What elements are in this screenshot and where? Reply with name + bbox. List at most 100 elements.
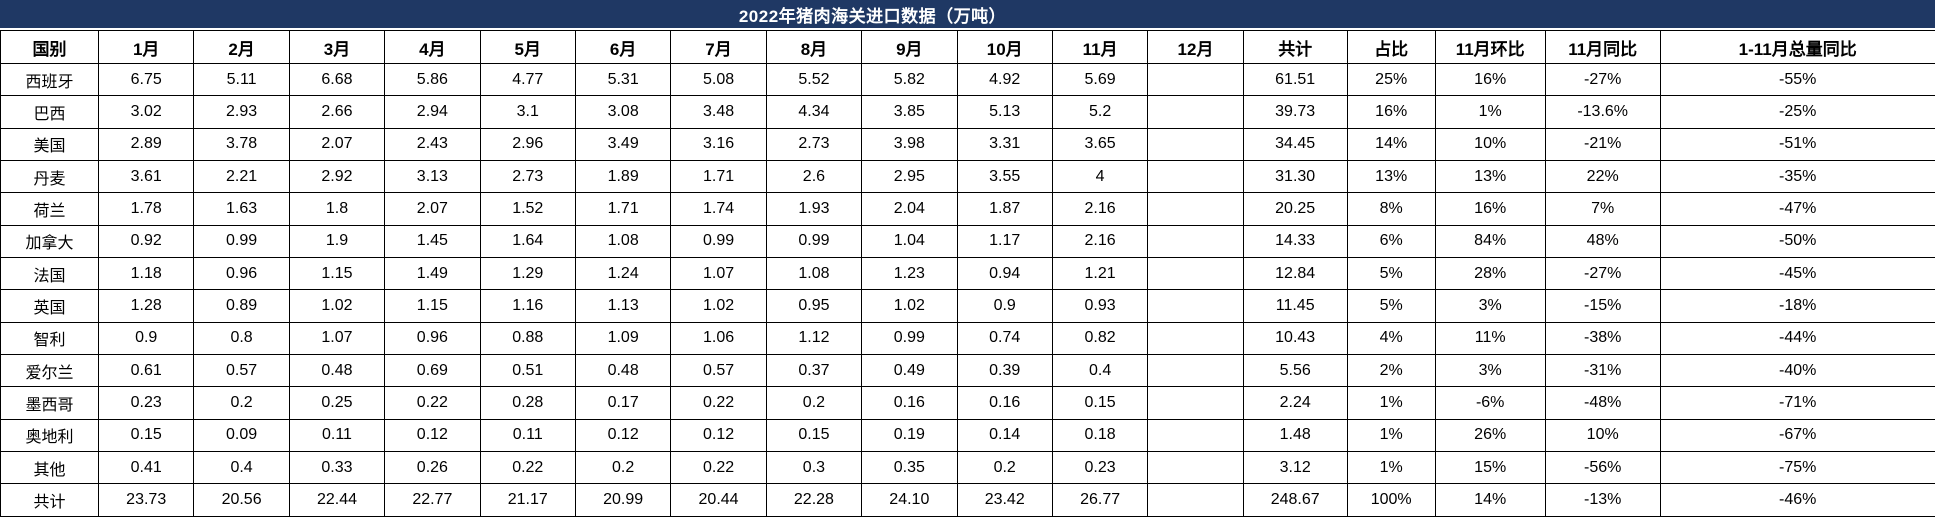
data-cell[interactable]: -25% bbox=[1659, 95, 1935, 129]
data-cell[interactable]: 0.19 bbox=[861, 418, 958, 453]
data-cell[interactable]: 3.13 bbox=[384, 160, 481, 194]
data-cell[interactable]: 2.66 bbox=[288, 95, 386, 129]
data-cell[interactable]: -31% bbox=[1544, 354, 1661, 388]
data-cell[interactable]: 1.93 bbox=[765, 192, 863, 226]
data-cell[interactable]: 1.49 bbox=[384, 257, 481, 291]
data-cell[interactable]: 23.73 bbox=[97, 483, 195, 517]
data-cell[interactable]: -67% bbox=[1659, 418, 1935, 453]
data-cell[interactable]: 0.61 bbox=[97, 354, 195, 388]
column-header[interactable]: 7月 bbox=[670, 30, 767, 64]
data-cell[interactable]: 1.23 bbox=[861, 257, 958, 291]
data-cell[interactable]: 1.63 bbox=[193, 192, 290, 226]
data-cell[interactable]: 0.95 bbox=[765, 289, 863, 323]
data-cell[interactable]: 2.24 bbox=[1242, 386, 1348, 420]
data-cell[interactable]: 5.69 bbox=[1051, 62, 1149, 97]
data-cell[interactable]: 2.16 bbox=[1051, 192, 1149, 226]
data-cell[interactable]: 1.09 bbox=[574, 321, 672, 356]
data-cell[interactable]: 3.16 bbox=[670, 127, 767, 162]
row-label[interactable]: 智利 bbox=[0, 321, 99, 356]
data-cell[interactable]: 4.77 bbox=[479, 62, 576, 97]
data-cell[interactable]: 0.4 bbox=[193, 451, 290, 485]
data-cell[interactable]: 1.21 bbox=[1051, 257, 1149, 291]
data-cell[interactable]: 4.92 bbox=[956, 62, 1053, 97]
data-cell[interactable]: 0.48 bbox=[288, 354, 386, 388]
data-cell[interactable]: 1.02 bbox=[670, 289, 767, 323]
data-cell[interactable]: 1.16 bbox=[479, 289, 576, 323]
data-cell[interactable]: 2.07 bbox=[384, 192, 481, 226]
data-cell[interactable]: 25% bbox=[1346, 62, 1436, 97]
row-label[interactable]: 美国 bbox=[0, 127, 99, 162]
row-label[interactable]: 加拿大 bbox=[0, 224, 99, 259]
data-cell[interactable]: 1.15 bbox=[288, 257, 386, 291]
column-header[interactable]: 3月 bbox=[288, 30, 386, 64]
data-cell[interactable]: 2.6 bbox=[765, 160, 863, 194]
data-cell[interactable]: 13% bbox=[1434, 160, 1546, 194]
data-cell[interactable]: 0.3 bbox=[765, 451, 863, 485]
data-cell[interactable]: 4.34 bbox=[765, 95, 863, 129]
data-cell[interactable]: 14% bbox=[1434, 483, 1546, 517]
data-cell[interactable]: -27% bbox=[1544, 257, 1661, 291]
data-cell[interactable]: 3.1 bbox=[479, 95, 576, 129]
column-header[interactable]: 4月 bbox=[384, 30, 481, 64]
data-cell[interactable]: 2.04 bbox=[861, 192, 958, 226]
data-cell[interactable]: -15% bbox=[1544, 289, 1661, 323]
data-cell[interactable]: -45% bbox=[1659, 257, 1935, 291]
data-cell[interactable]: 0.17 bbox=[574, 386, 672, 420]
data-cell[interactable]: 2.89 bbox=[97, 127, 195, 162]
data-cell[interactable]: 61.51 bbox=[1242, 62, 1348, 97]
data-cell[interactable]: 0.35 bbox=[861, 451, 958, 485]
data-cell[interactable]: 26% bbox=[1434, 418, 1546, 453]
data-cell[interactable]: 1.45 bbox=[384, 224, 481, 259]
data-cell[interactable]: 20.44 bbox=[670, 483, 767, 517]
data-cell[interactable]: -50% bbox=[1659, 224, 1935, 259]
row-label[interactable]: 法国 bbox=[0, 257, 99, 291]
data-cell[interactable]: 20.99 bbox=[574, 483, 672, 517]
column-header[interactable]: 占比 bbox=[1346, 30, 1436, 64]
data-cell[interactable]: 2.73 bbox=[479, 160, 576, 194]
data-cell[interactable]: 1.07 bbox=[670, 257, 767, 291]
data-cell[interactable]: 1.06 bbox=[670, 321, 767, 356]
data-cell[interactable]: 1.07 bbox=[288, 321, 386, 356]
data-cell[interactable]: 3.65 bbox=[1051, 127, 1149, 162]
data-cell[interactable]: 0.93 bbox=[1051, 289, 1149, 323]
data-cell[interactable]: 0.18 bbox=[1051, 418, 1149, 453]
data-cell[interactable]: 3.98 bbox=[861, 127, 958, 162]
data-cell[interactable]: -13% bbox=[1544, 483, 1661, 517]
data-cell[interactable]: 0.69 bbox=[384, 354, 481, 388]
data-cell[interactable] bbox=[1147, 354, 1244, 388]
data-cell[interactable]: 6.75 bbox=[97, 62, 195, 97]
data-cell[interactable]: 2.73 bbox=[765, 127, 863, 162]
data-cell[interactable]: 3.78 bbox=[193, 127, 290, 162]
data-cell[interactable]: 8% bbox=[1346, 192, 1436, 226]
data-cell[interactable]: -51% bbox=[1659, 127, 1935, 162]
data-cell[interactable]: 248.67 bbox=[1242, 483, 1348, 517]
data-cell[interactable]: 2.16 bbox=[1051, 224, 1149, 259]
data-cell[interactable]: 0.51 bbox=[479, 354, 576, 388]
column-header[interactable]: 11月 bbox=[1051, 30, 1149, 64]
data-cell[interactable]: 0.16 bbox=[861, 386, 958, 420]
data-cell[interactable]: 0.4 bbox=[1051, 354, 1149, 388]
row-label[interactable]: 荷兰 bbox=[0, 192, 99, 226]
data-cell[interactable]: 22.28 bbox=[765, 483, 863, 517]
data-cell[interactable]: 1.78 bbox=[97, 192, 195, 226]
data-cell[interactable]: 10% bbox=[1544, 418, 1661, 453]
data-cell[interactable]: 1.29 bbox=[479, 257, 576, 291]
data-cell[interactable]: 2.96 bbox=[479, 127, 576, 162]
data-cell[interactable]: 6% bbox=[1346, 224, 1436, 259]
column-header[interactable]: 12月 bbox=[1147, 30, 1244, 64]
data-cell[interactable]: 3.08 bbox=[574, 95, 672, 129]
column-header[interactable]: 9月 bbox=[861, 30, 958, 64]
data-cell[interactable] bbox=[1147, 62, 1244, 97]
data-cell[interactable]: 34.45 bbox=[1242, 127, 1348, 162]
data-cell[interactable]: 1.17 bbox=[956, 224, 1053, 259]
data-cell[interactable] bbox=[1147, 224, 1244, 259]
data-cell[interactable]: 0.22 bbox=[479, 451, 576, 485]
row-label[interactable]: 爱尔兰 bbox=[0, 354, 99, 388]
data-cell[interactable] bbox=[1147, 418, 1244, 453]
data-cell[interactable]: 5% bbox=[1346, 289, 1436, 323]
data-cell[interactable]: 3.31 bbox=[956, 127, 1053, 162]
data-cell[interactable]: 4 bbox=[1051, 160, 1149, 194]
data-cell[interactable]: -75% bbox=[1659, 451, 1935, 485]
data-cell[interactable]: 1.9 bbox=[288, 224, 386, 259]
data-cell[interactable]: 6.68 bbox=[288, 62, 386, 97]
